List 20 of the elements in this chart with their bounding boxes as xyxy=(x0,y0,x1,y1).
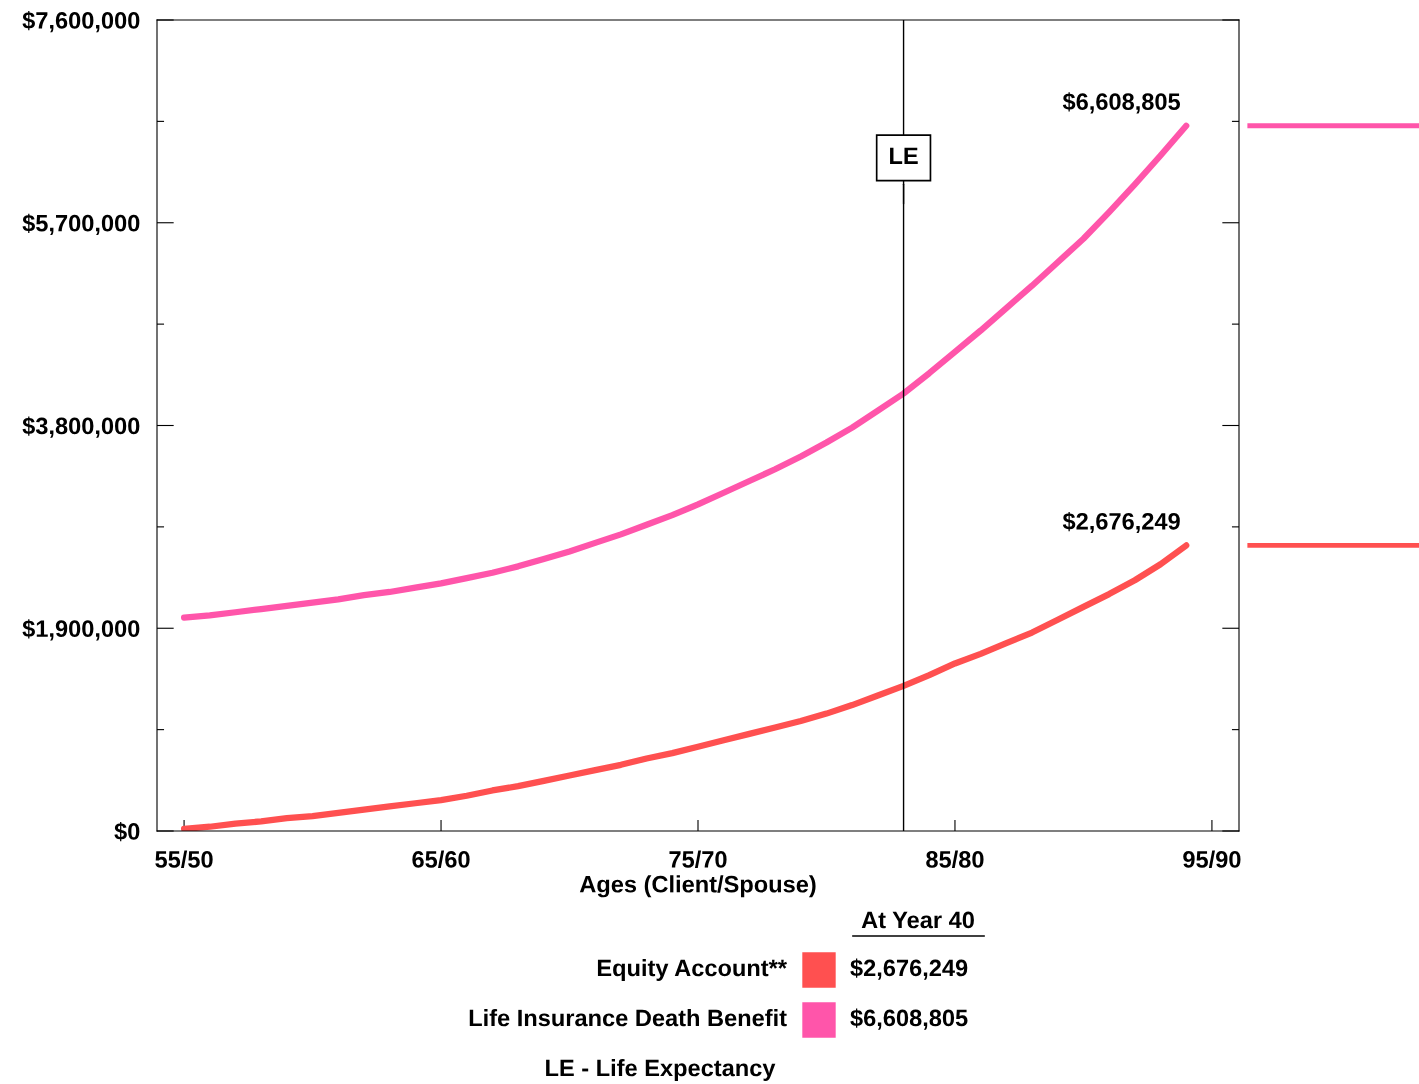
text: $2,676,249 xyxy=(850,958,968,980)
y-tick-label: $5,700,000 xyxy=(22,213,140,235)
legend-label: Life Insurance Death Benefit xyxy=(469,1008,787,1027)
legend-label: Equity Account** xyxy=(597,958,787,982)
data-label: $2,676,249 xyxy=(1062,511,1180,534)
text: $6,608,805 xyxy=(850,1008,968,1030)
x-tick-label: 75/70 xyxy=(669,850,727,869)
y-tick-label: $0 xyxy=(114,822,140,842)
y-tick-label: $3,800,000 xyxy=(22,416,140,438)
y-tick-label: $1,900,000 xyxy=(22,619,140,641)
annotation: LE xyxy=(890,147,918,164)
x-tick-label: 55/50 xyxy=(155,850,213,869)
x-tick-label: 85/80 xyxy=(926,850,984,869)
legend-title: At Year 40 xyxy=(861,911,974,929)
x-axis-title: Ages (Client/Spouse) xyxy=(579,875,816,898)
text: LE - Life Expectancy xyxy=(546,1058,776,1082)
y-tick-label: $7,600,000 xyxy=(22,11,140,33)
x-tick-label: 65/60 xyxy=(412,850,470,869)
data-label: $6,608,805 xyxy=(1062,92,1181,114)
x-tick-label: 95/90 xyxy=(1183,850,1241,869)
